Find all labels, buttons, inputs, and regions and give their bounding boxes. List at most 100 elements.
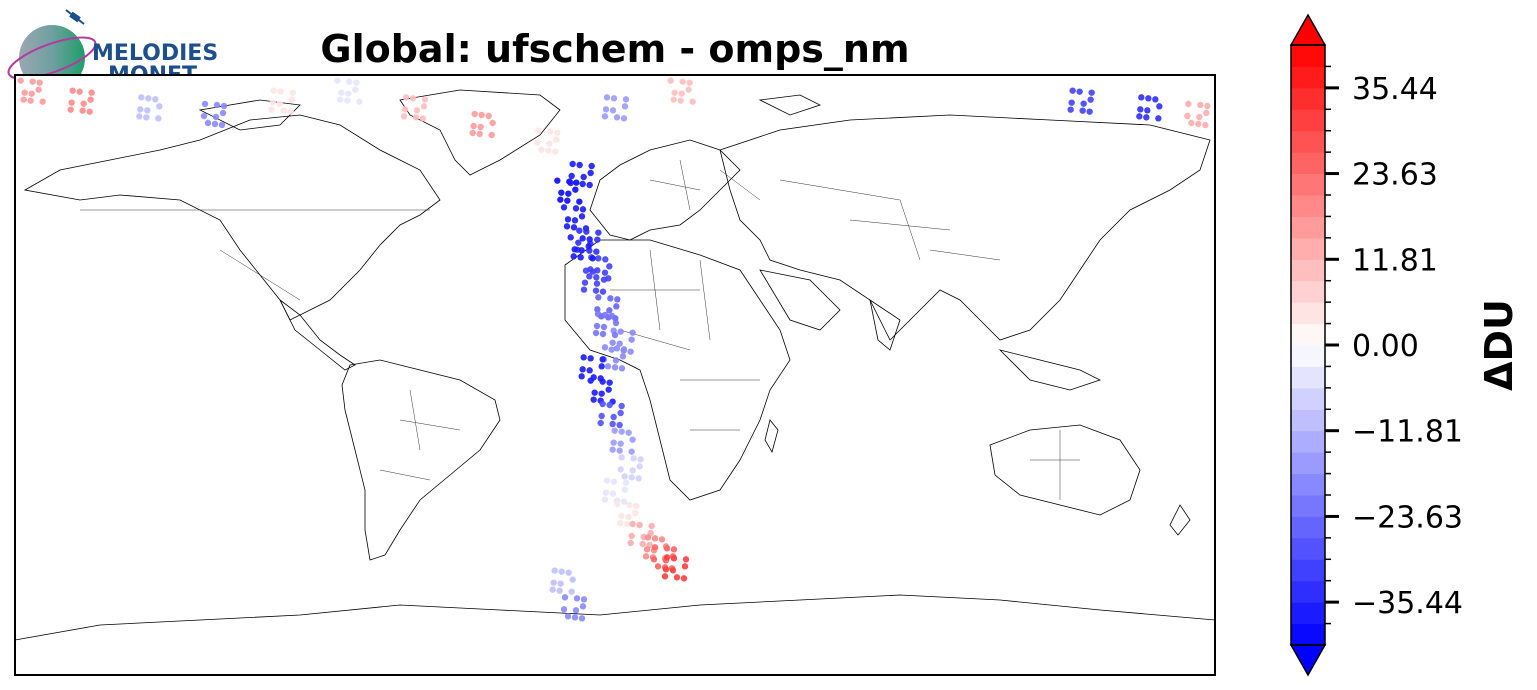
- swath-point: [564, 613, 572, 620]
- swath-point: [654, 563, 662, 570]
- colorbar-tick-label: 0.00: [1352, 329, 1419, 364]
- swath-point: [582, 267, 590, 274]
- swath-point: [617, 409, 624, 417]
- swath-point: [570, 253, 577, 260]
- swath-point: [549, 586, 556, 593]
- swath-point: [617, 466, 624, 473]
- swath-point: [658, 536, 666, 543]
- swath-point: [601, 344, 609, 351]
- swath-point: [575, 239, 582, 246]
- swath-point: [594, 306, 601, 313]
- swath-point: [663, 554, 671, 561]
- swath-point: [413, 107, 421, 114]
- swath-point: [1076, 88, 1083, 95]
- swath-point: [488, 131, 495, 139]
- swath-point: [409, 95, 417, 102]
- swath-point: [686, 79, 693, 86]
- swath-point: [635, 475, 642, 482]
- colorbar-tick-label: −23.63: [1352, 500, 1463, 535]
- colorbar-segment: [1291, 173, 1325, 196]
- colorbar-segment: [1291, 516, 1325, 539]
- colorbar-segment: [1291, 130, 1325, 153]
- colorbar-segment: [1291, 559, 1325, 582]
- swath-point: [629, 329, 636, 336]
- swath-point: [578, 615, 586, 622]
- swath-point: [76, 88, 83, 95]
- swath-point: [592, 287, 600, 294]
- swath-point: [630, 455, 637, 462]
- swath-point: [642, 553, 650, 560]
- swath-point: [1156, 103, 1163, 110]
- swath-point: [560, 606, 568, 613]
- swath-point: [682, 556, 690, 563]
- swath-point: [557, 580, 564, 587]
- swath-point: [601, 113, 609, 120]
- swath-point: [583, 228, 590, 235]
- swath-point: [21, 89, 28, 96]
- colorbar-segment: [1291, 580, 1325, 603]
- swath-point: [679, 78, 686, 85]
- swath-point: [677, 97, 684, 104]
- colorbar-segment: [1291, 323, 1325, 346]
- swath-point: [137, 106, 144, 113]
- swath-point: [595, 229, 602, 236]
- swath-point: [599, 378, 606, 385]
- swath-point: [200, 112, 208, 120]
- swath-point: [29, 78, 36, 85]
- swath-point: [629, 520, 636, 528]
- swath-point: [563, 223, 571, 230]
- swath-point: [632, 509, 639, 517]
- swath-point: [678, 90, 685, 97]
- swath-point: [612, 319, 620, 327]
- swath-point: [613, 114, 621, 121]
- swath-point: [145, 95, 152, 102]
- colorbar-segment: [1291, 152, 1325, 175]
- swath-point: [581, 279, 589, 286]
- swath-point: [337, 96, 344, 103]
- swath-point: [624, 520, 631, 528]
- colorbar-extend-max: [1289, 13, 1327, 46]
- swath-point: [565, 190, 572, 197]
- swath-point: [535, 127, 542, 134]
- swath-point: [628, 532, 635, 540]
- swath-point: [590, 396, 597, 403]
- swath-point: [639, 540, 646, 548]
- swath-point: [578, 213, 586, 220]
- swath-arctic-greenland: [17, 77, 1211, 155]
- swath-point: [67, 106, 74, 113]
- swath-point: [617, 440, 624, 447]
- swath-point: [1143, 114, 1150, 121]
- swath-point: [571, 217, 579, 224]
- swath-point: [595, 255, 602, 262]
- swath-point: [600, 276, 608, 283]
- swath-point: [603, 94, 611, 101]
- colorbar: 35.44 23.63 11.81 0.00 −11.81 −23.63 −35.44 ΔD…: [1289, 13, 1521, 677]
- swath-point: [593, 322, 601, 330]
- swath-point: [633, 502, 640, 510]
- swath-point: [628, 448, 635, 455]
- swath-point: [1080, 100, 1087, 107]
- swath-point: [689, 98, 696, 105]
- swath-point: [609, 339, 616, 346]
- swath-point: [609, 420, 616, 428]
- colorbar-segment: [1291, 109, 1325, 132]
- swath-point: [601, 311, 609, 319]
- swath-point: [550, 579, 557, 586]
- colorbar-segment: [1291, 280, 1325, 303]
- swath-point: [478, 111, 485, 119]
- swath-point: [1145, 95, 1152, 102]
- swath-point: [589, 255, 596, 262]
- swath-point: [588, 162, 595, 170]
- swath-point: [572, 205, 580, 212]
- colorbar-tick-label: 35.44: [1352, 72, 1438, 107]
- swath-point: [1152, 96, 1159, 103]
- swath-point: [280, 107, 287, 114]
- swath-point: [287, 108, 294, 115]
- swath-point: [627, 348, 634, 355]
- swath-point: [609, 446, 616, 453]
- swath-point: [626, 501, 633, 509]
- swath-point: [628, 474, 635, 481]
- swath-point: [576, 161, 583, 169]
- swath-point: [288, 96, 295, 103]
